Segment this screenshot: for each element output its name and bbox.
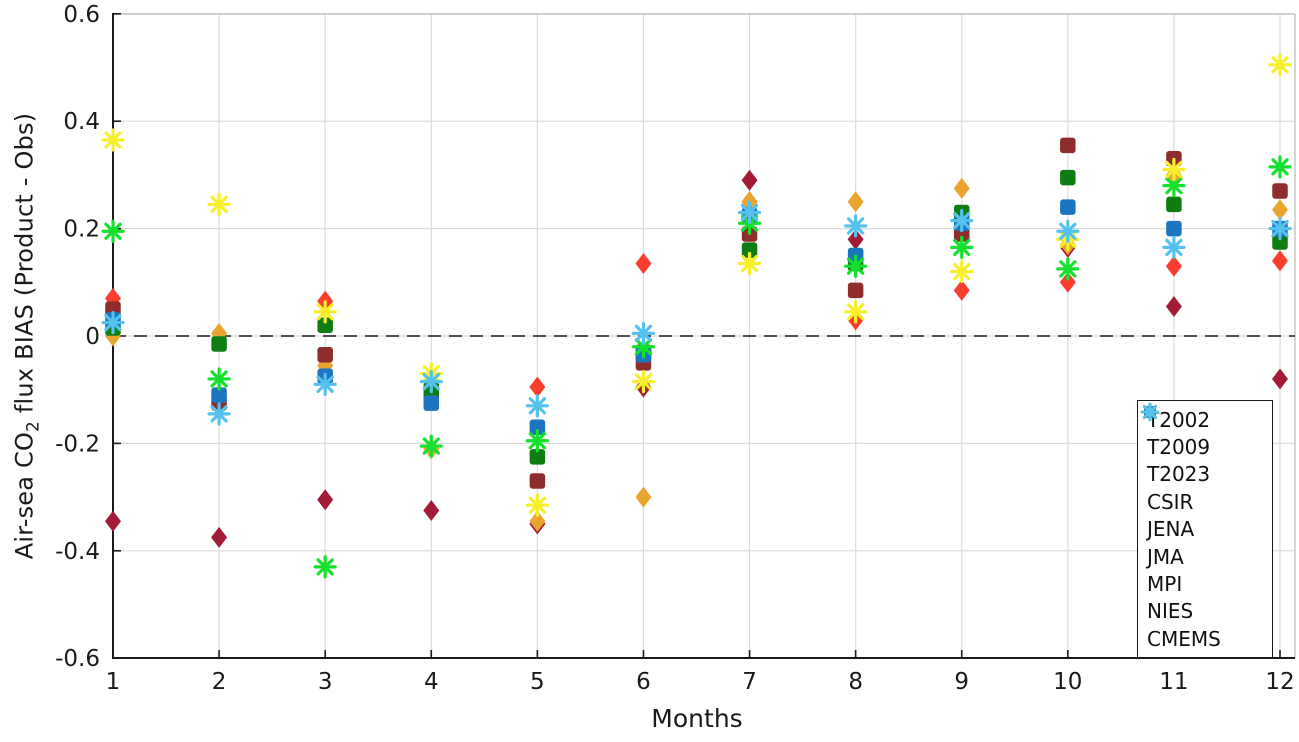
legend-label: T2023 — [1147, 462, 1211, 487]
legend: T2002 T2009 T2023 CSIR JENA JMA MPI NIES CMEMS — [1137, 400, 1273, 658]
x-tick-label: 6 — [636, 669, 651, 695]
legend-item-t2002: T2002 — [1143, 403, 1272, 433]
x-tick-label: 8 — [848, 669, 863, 695]
y-axis-label-prefix: Air-sea CO — [10, 431, 39, 560]
y-axis-label: Air-sea CO2 flux BIAS (Product - Obs) — [11, 113, 44, 560]
y-tick-label: 0.2 — [63, 217, 100, 243]
legend-label: JENA — [1147, 517, 1195, 542]
legend-label: CMEMS — [1147, 626, 1221, 651]
legend-item-t2023: T2023 — [1143, 403, 1272, 488]
legend-label: JMA — [1147, 544, 1184, 569]
legend-label: MPI — [1147, 572, 1183, 597]
x-tick-label: 11 — [1159, 669, 1188, 695]
legend-item-mpi: MPI — [1140, 402, 1272, 597]
y-tick-label: 0.6 — [63, 2, 100, 28]
legend-item-jena: JENA — [1144, 406, 1272, 543]
y-axis-label-subscript: 2 — [23, 420, 44, 432]
series-nies — [101, 53, 1292, 517]
legend-item-cmems: CMEMS — [1140, 402, 1272, 652]
x-tick-label: 1 — [106, 669, 121, 695]
y-tick-label: 0 — [85, 324, 100, 350]
x-tick-label: 4 — [424, 669, 439, 695]
legend-item-jma: JMA — [1144, 406, 1272, 570]
y-axis-label-suffix: flux BIAS (Product - Obs) — [10, 112, 39, 421]
x-tick-label: 9 — [954, 669, 969, 695]
legend-item-t2009: T2009 — [1143, 403, 1272, 460]
y-tick-label: -0.2 — [55, 431, 100, 457]
x-axis-label: Months — [651, 704, 743, 733]
x-tick-label: 2 — [212, 669, 227, 695]
legend-label: NIES — [1147, 599, 1194, 624]
x-tick-label: 7 — [742, 669, 757, 695]
y-tick-label: -0.6 — [55, 646, 100, 672]
x-tick-label: 5 — [530, 669, 545, 695]
y-tick-label: -0.4 — [55, 539, 100, 565]
tick-labels: 0.60.40.20-0.2-0.4-0.61 2 3 4 5 6 7 8 9 10 11 12 — [55, 2, 1295, 695]
x-tick-label: 3 — [318, 669, 333, 695]
series-cmems — [101, 200, 1292, 426]
legend-label: CSIR — [1147, 489, 1194, 514]
legend-item-csir: CSIR — [1144, 406, 1272, 515]
legend-label: T2009 — [1147, 435, 1211, 460]
legend-item-nies: NIES — [1140, 402, 1272, 625]
asterisk-marker-icon — [1140, 402, 1160, 422]
x-tick-label: 10 — [1053, 669, 1082, 695]
series-mpi — [101, 155, 1292, 579]
x-tick-label: 12 — [1265, 669, 1294, 695]
y-tick-label: 0.4 — [63, 109, 100, 135]
legend-label: T2002 — [1147, 407, 1211, 432]
